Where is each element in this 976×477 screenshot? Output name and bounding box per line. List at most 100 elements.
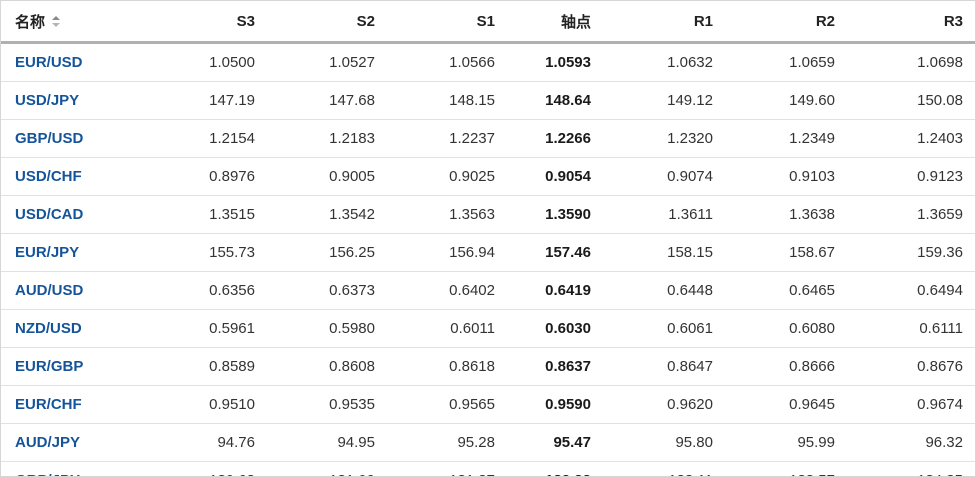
price-cell: 0.9074 <box>605 157 727 196</box>
price-cell: 0.8666 <box>727 347 849 386</box>
pair-link[interactable]: EUR/JPY <box>1 233 149 272</box>
price-cell: 158.15 <box>605 233 727 272</box>
sort-arrows-icon[interactable] <box>52 16 61 28</box>
price-cell: 94.76 <box>149 423 269 462</box>
price-cell: 181.09 <box>269 461 389 476</box>
price-cell: 158.67 <box>727 233 849 272</box>
pivot-cell: 182.33 <box>509 461 605 476</box>
price-cell: 1.2349 <box>727 119 849 158</box>
table-row: GBP/JPY180.63181.09181.87182.33183.11183… <box>1 461 975 476</box>
pivot-cell: 1.3590 <box>509 195 605 234</box>
price-cell: 180.63 <box>149 461 269 476</box>
price-cell: 0.6356 <box>149 271 269 310</box>
price-cell: 0.9025 <box>389 157 509 196</box>
price-cell: 0.6465 <box>727 271 849 310</box>
price-cell: 0.6011 <box>389 309 509 348</box>
pair-link[interactable]: EUR/GBP <box>1 347 149 386</box>
pivot-cell: 0.6419 <box>509 271 605 310</box>
price-cell: 0.9510 <box>149 385 269 424</box>
table-row: EUR/JPY 155.73 156.25 156.94 157.46 158.15 158… <box>1 233 975 272</box>
pair-link[interactable]: USD/JPY <box>1 81 149 120</box>
pair-link[interactable]: USD/CAD <box>1 195 149 234</box>
price-cell: 0.9620 <box>605 385 727 424</box>
column-header-name[interactable]: 名称 <box>1 1 149 44</box>
pivot-cell: 157.46 <box>509 233 605 272</box>
table-header-row: 名称 S3 S2 S1 轴点 R1 R2 R3 <box>1 1 975 44</box>
price-cell: 1.3638 <box>727 195 849 234</box>
price-cell: 1.3659 <box>849 195 975 234</box>
table-row: GBP/USD 1.2154 1.2183 1.2237 1.2266 1.2320 1.2… <box>1 119 975 158</box>
price-cell: 0.8976 <box>149 157 269 196</box>
price-cell: 156.94 <box>389 233 509 272</box>
price-cell: 1.2403 <box>849 119 975 158</box>
pair-link[interactable]: AUD/JPY <box>1 423 149 462</box>
pair-link[interactable]: AUD/USD <box>1 271 149 310</box>
price-cell: 0.8618 <box>389 347 509 386</box>
price-cell: 1.3563 <box>389 195 509 234</box>
price-cell: 0.9565 <box>389 385 509 424</box>
pair-link[interactable]: NZD/USD <box>1 309 149 348</box>
price-cell: 1.2320 <box>605 119 727 158</box>
column-header-pivot: 轴点 <box>509 1 605 44</box>
price-cell: 0.8608 <box>269 347 389 386</box>
price-cell: 1.0698 <box>849 42 975 82</box>
price-cell: 183.57 <box>727 461 849 476</box>
price-cell: 0.5980 <box>269 309 389 348</box>
price-cell: 1.3542 <box>269 195 389 234</box>
pivot-cell: 95.47 <box>509 423 605 462</box>
pivot-cell: 1.0593 <box>509 42 605 82</box>
column-header-s2: S2 <box>269 1 389 44</box>
table-row: USD/JPY 147.19 147.68 148.15 148.64 149.12 149… <box>1 81 975 120</box>
table-row: EUR/GBP 0.8589 0.8608 0.8618 0.8637 0.8647 0.8… <box>1 347 975 386</box>
table-row: NZD/USD 0.5961 0.5980 0.6011 0.6030 0.6061 0.6… <box>1 309 975 348</box>
price-cell: 147.19 <box>149 81 269 120</box>
price-cell: 150.08 <box>849 81 975 120</box>
price-cell: 0.9123 <box>849 157 975 196</box>
price-cell: 1.3515 <box>149 195 269 234</box>
price-cell: 148.15 <box>389 81 509 120</box>
price-cell: 159.36 <box>849 233 975 272</box>
price-cell: 0.6061 <box>605 309 727 348</box>
pivot-cell: 0.8637 <box>509 347 605 386</box>
price-cell: 1.2154 <box>149 119 269 158</box>
pair-link[interactable]: EUR/CHF <box>1 385 149 424</box>
price-cell: 1.0527 <box>269 42 389 82</box>
pair-link[interactable]: EUR/USD <box>1 42 149 82</box>
price-cell: 0.8676 <box>849 347 975 386</box>
column-header-r2: R2 <box>727 1 849 44</box>
column-header-s3: S3 <box>149 1 269 44</box>
price-cell: 95.80 <box>605 423 727 462</box>
price-cell: 95.99 <box>727 423 849 462</box>
pivot-cell: 1.2266 <box>509 119 605 158</box>
price-cell: 0.9005 <box>269 157 389 196</box>
price-cell: 149.12 <box>605 81 727 120</box>
pivot-cell: 148.64 <box>509 81 605 120</box>
table-body: EUR/USD 1.0500 1.0527 1.0566 1.0593 1.0632 1.0… <box>1 42 975 476</box>
pivot-cell: 0.6030 <box>509 309 605 348</box>
table-row: USD/CAD 1.3515 1.3542 1.3563 1.3590 1.3611 1.3… <box>1 195 975 234</box>
price-cell: 184.35 <box>849 461 975 476</box>
price-cell: 0.6448 <box>605 271 727 310</box>
pair-link[interactable]: GBP/JPY <box>1 461 149 476</box>
pair-link[interactable]: USD/CHF <box>1 157 149 196</box>
column-header-r3: R3 <box>849 1 975 44</box>
price-cell: 1.0632 <box>605 42 727 82</box>
price-cell: 1.3611 <box>605 195 727 234</box>
price-cell: 147.68 <box>269 81 389 120</box>
table-row: EUR/CHF 0.9510 0.9535 0.9565 0.9590 0.9620 0.9… <box>1 385 975 424</box>
column-header-name-label: 名称 <box>15 13 46 31</box>
price-cell: 0.6373 <box>269 271 389 310</box>
price-cell: 0.5961 <box>149 309 269 348</box>
price-cell: 94.95 <box>269 423 389 462</box>
pair-link[interactable]: GBP/USD <box>1 119 149 158</box>
price-cell: 149.60 <box>727 81 849 120</box>
price-cell: 156.25 <box>269 233 389 272</box>
price-cell: 0.6080 <box>727 309 849 348</box>
price-cell: 0.6494 <box>849 271 975 310</box>
price-cell: 1.0566 <box>389 42 509 82</box>
column-header-r1: R1 <box>605 1 727 44</box>
price-cell: 0.9103 <box>727 157 849 196</box>
price-cell: 0.9535 <box>269 385 389 424</box>
